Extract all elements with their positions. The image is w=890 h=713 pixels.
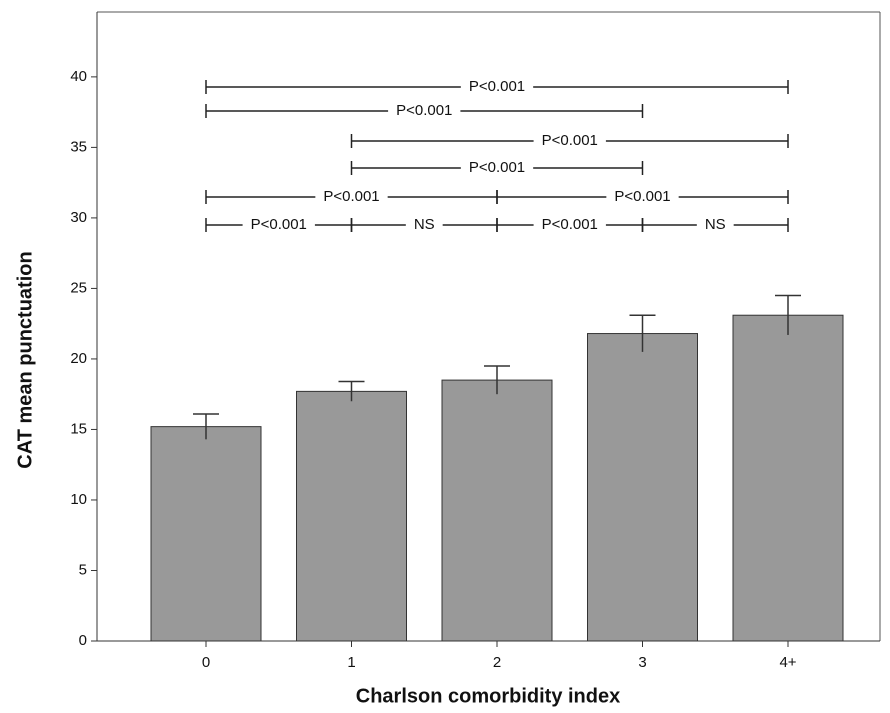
bar (732, 314, 844, 642)
y-tick-label: 0 (79, 632, 87, 649)
x-tick-label: 0 (202, 654, 210, 671)
significance-label: P<0.001 (323, 188, 379, 205)
bar (441, 379, 553, 642)
significance-label: P<0.001 (542, 216, 598, 233)
significance-label: P<0.001 (396, 102, 452, 119)
y-tick-label: 35 (70, 138, 87, 155)
significance-label: NS (414, 216, 435, 233)
x-tick-label: 1 (347, 654, 355, 671)
x-axis-title: Charlson comorbidity index (356, 685, 620, 707)
bar (150, 426, 262, 642)
y-tick-label: 5 (79, 561, 87, 578)
significance-label: P<0.001 (542, 132, 598, 149)
y-axis-title: CAT mean punctuation (14, 251, 36, 468)
y-tick-label: 25 (70, 279, 87, 296)
x-tick-label: 2 (493, 654, 501, 671)
y-tick-label: 20 (70, 350, 87, 367)
significance-label: NS (705, 216, 726, 233)
y-tick-label: 30 (70, 209, 87, 226)
x-tick-label: 4+ (779, 654, 796, 671)
bar (296, 390, 407, 642)
y-tick-label: 15 (70, 420, 87, 437)
significance-label: P<0.001 (469, 159, 525, 176)
y-tick-label: 40 (70, 68, 87, 85)
bar (587, 333, 698, 642)
significance-label: P<0.001 (614, 188, 670, 205)
significance-label: P<0.001 (469, 78, 525, 95)
significance-label: P<0.001 (251, 216, 307, 233)
x-tick-label: 3 (638, 654, 646, 671)
y-tick-label: 10 (70, 491, 87, 508)
